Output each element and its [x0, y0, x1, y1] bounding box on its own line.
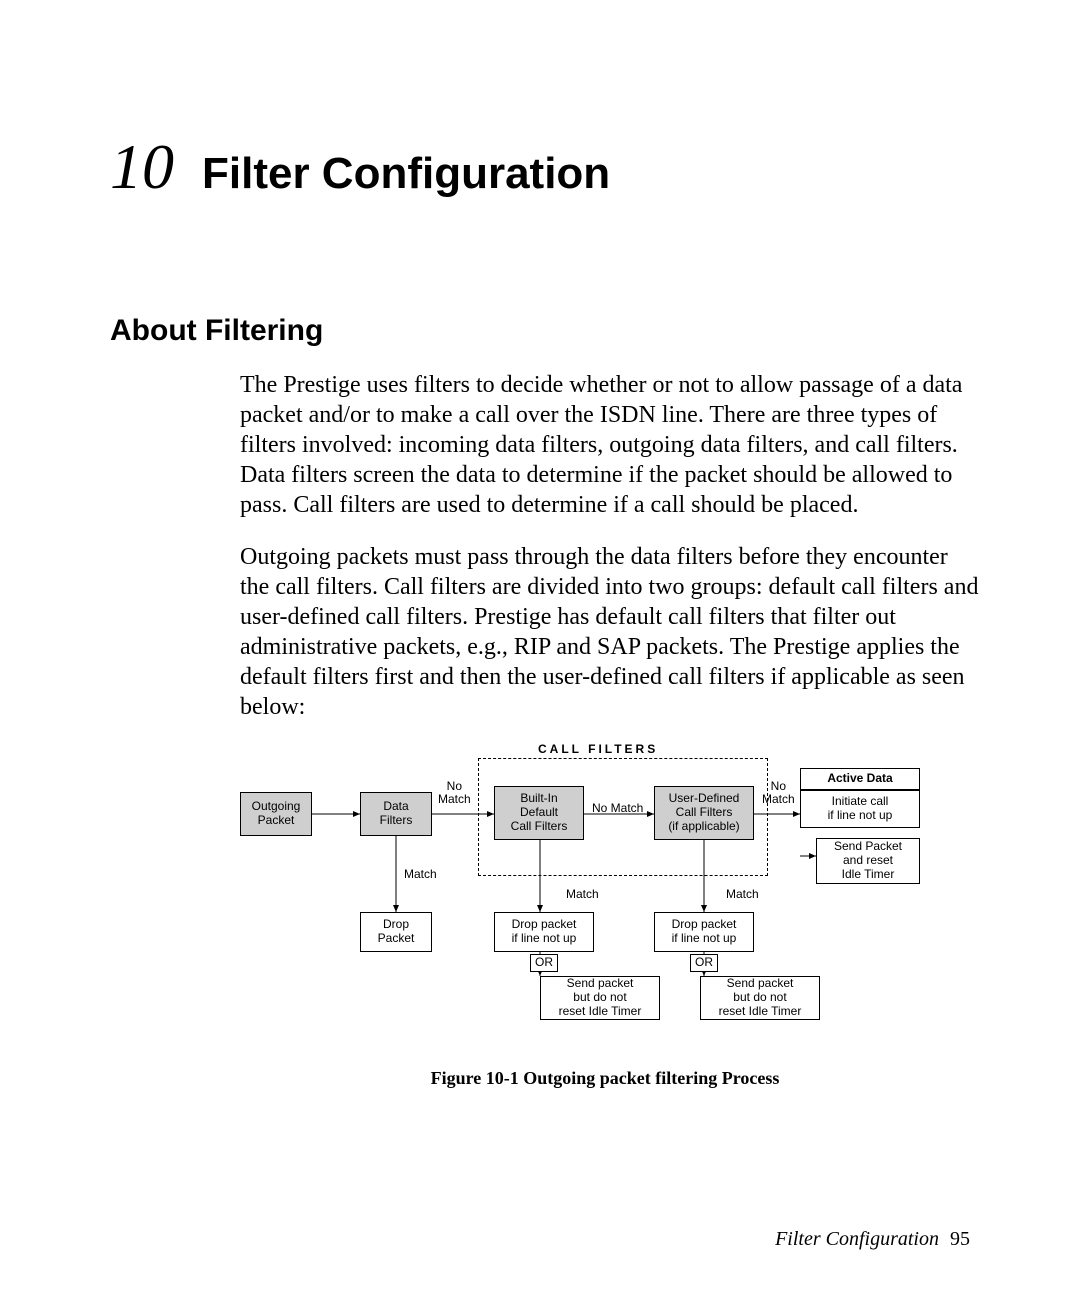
node-active_data_hdr: Active Data [800, 768, 920, 790]
node-userdef: User-DefinedCall Filters(if applicable) [654, 786, 754, 840]
label-match_right: Match [726, 888, 759, 901]
flowchart-diagram: CALL FILTERS OutgoingPacket DataFilters Bui… [240, 744, 960, 1054]
figure-caption: Figure 10-1 Outgoing packet filtering Pr… [240, 1068, 970, 1089]
label-match_left: Match [404, 868, 437, 881]
call-filters-title: CALL FILTERS [538, 742, 658, 756]
node-send1: Send packetbut do notreset Idle Timer [540, 976, 660, 1020]
body-text-block: The Prestige uses filters to decide whet… [240, 370, 980, 722]
paragraph-1: The Prestige uses filters to decide whet… [240, 370, 980, 520]
paragraph-2: Outgoing packets must pass through the d… [240, 542, 980, 722]
node-initiate: Initiate callif line not up [800, 790, 920, 828]
label-no_match_mid: No Match [592, 802, 643, 815]
node-send2: Send packetbut do notreset Idle Timer [700, 976, 820, 1020]
page-footer: Filter Configuration 95 [775, 1228, 970, 1251]
diagram-container: CALL FILTERS OutgoingPacket DataFilters Bui… [240, 744, 970, 1089]
node-drop1: Drop packetif line not up [494, 912, 594, 952]
label-match_mid: Match [566, 888, 599, 901]
chapter-title: Filter Configuration [202, 149, 610, 199]
node-drop2: Drop packetif line not up [654, 912, 754, 952]
node-drop_packet: DropPacket [360, 912, 432, 952]
footer-title: Filter Configuration [775, 1228, 939, 1250]
chapter-header: 10 Filter Configuration [110, 130, 970, 204]
node-builtin: Built-InDefaultCall Filters [494, 786, 584, 840]
node-or1: OR [530, 954, 558, 972]
node-data_filters: DataFilters [360, 792, 432, 836]
section-heading: About Filtering [110, 314, 970, 348]
label-no_match2: NoMatch [762, 780, 795, 806]
node-or2: OR [690, 954, 718, 972]
footer-page: 95 [950, 1228, 970, 1250]
label-no_match1: NoMatch [438, 780, 471, 806]
node-outgoing_packet: OutgoingPacket [240, 792, 312, 836]
node-sendreset: Send Packetand resetIdle Timer [816, 838, 920, 884]
chapter-number: 10 [110, 130, 174, 204]
